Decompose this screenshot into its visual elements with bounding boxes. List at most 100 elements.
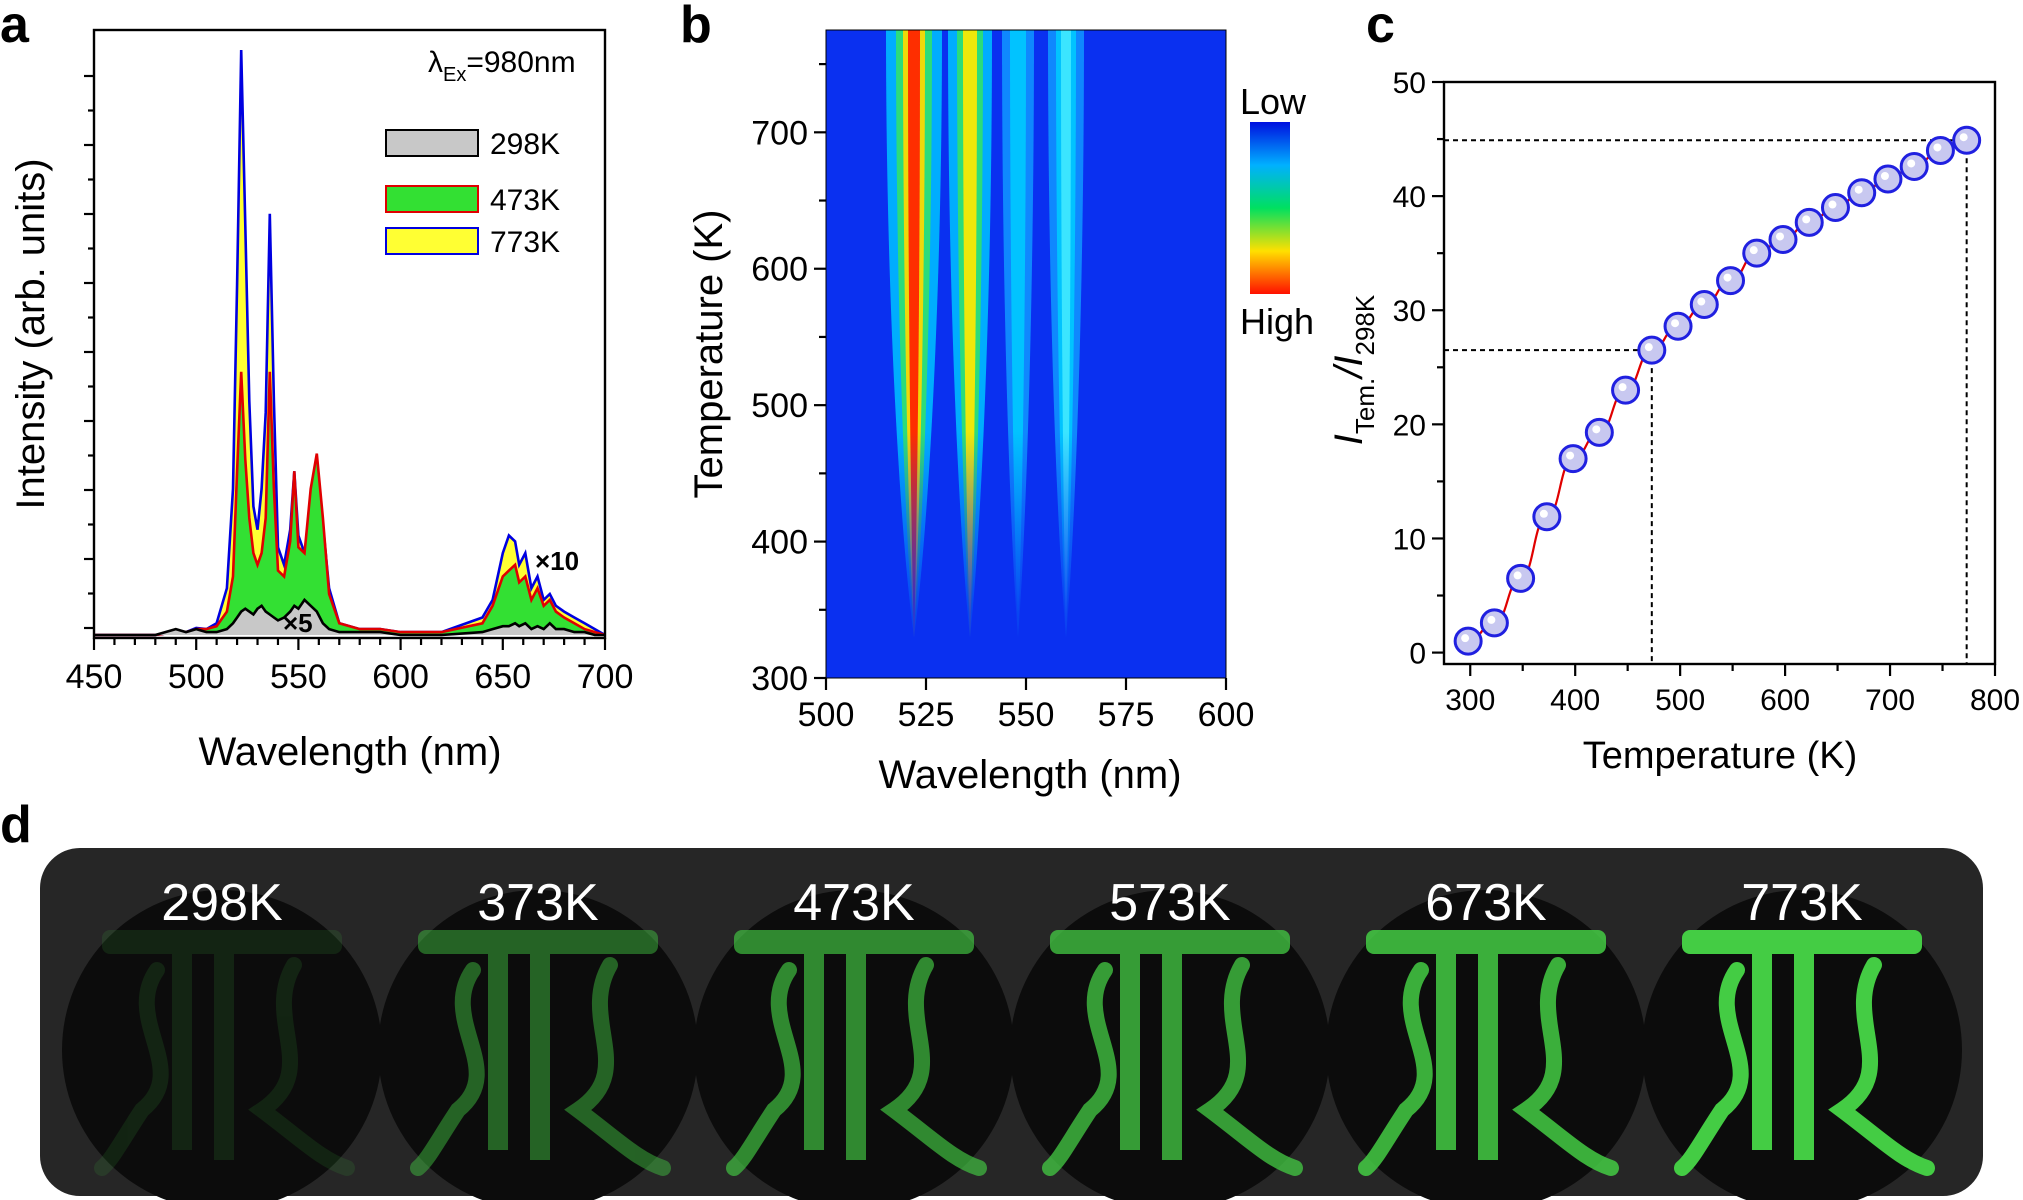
photo-circle [378, 890, 698, 1200]
panel-c-ytick-label: 30 [1393, 295, 1426, 328]
panel-a-excitation-annotation: λEx=980nm [428, 46, 576, 86]
symbol-left-stem [172, 950, 192, 1150]
symbol-center-stem [846, 950, 866, 1160]
symbol-center-stem [530, 950, 550, 1160]
symbol-left-curve [94, 962, 169, 1176]
panel-c-frame [1442, 80, 1997, 666]
data-point-highlight [1671, 319, 1680, 328]
panel-b-xlabel: Wavelength (nm) [878, 753, 1181, 797]
panel-c-ytick-label: 0 [1409, 638, 1426, 671]
panel-a-xtick-label: 500 [168, 658, 225, 696]
panel-b-ytick-label: 500 [751, 387, 808, 425]
symbol-center-stem [1794, 950, 1814, 1160]
data-point-highlight [1539, 509, 1548, 518]
glowing-symbol [94, 930, 355, 1176]
symbol-right-curve [1828, 957, 1935, 1176]
panel-b-ylabel: Temperature (K) [687, 210, 731, 499]
panel-b-xtick-label: 525 [898, 696, 955, 734]
data-point-highlight [1907, 159, 1916, 168]
data-point [1584, 417, 1614, 447]
ylabel-slash-I: /I [1327, 356, 1371, 381]
panel-c-xtick-label: 300 [1445, 684, 1495, 717]
heatmap-image [826, 30, 1226, 678]
glowing-symbol [1042, 930, 1303, 1176]
symbol-left-stem [1752, 950, 1772, 1150]
colorbar-high-label: High [1240, 301, 1314, 342]
photo-773K: 773K [1642, 874, 1962, 1200]
panel-a-frame [92, 28, 607, 640]
data-point-highlight [1723, 273, 1732, 282]
panel-c-xtick-label: 400 [1550, 684, 1600, 717]
data-point [1506, 563, 1536, 593]
annotation-lambda: λ [428, 46, 443, 79]
glowing-symbol [726, 930, 987, 1176]
panel-b-heatmap-chart: 500 525 550 575 600 300 400 500 600 700 Wavelengt… [687, 29, 1314, 797]
panel-a-ylabel: Intensity (arb. units) [9, 158, 53, 509]
glowing-symbol [1674, 930, 1935, 1176]
photo-circle [62, 890, 382, 1200]
panel-c-fit-curve [1467, 139, 1967, 643]
panel-b-xtick-label: 600 [1198, 696, 1255, 734]
ylabel-sub-tem: Tem. [1350, 378, 1380, 434]
photo-series: 298K 373K 473K 573K 673K 773K [62, 874, 1962, 1200]
data-point [1820, 193, 1850, 223]
panel-d-letter: d [0, 796, 32, 854]
photo-373K: 373K [378, 874, 698, 1200]
panel-b-ytick-label: 600 [751, 251, 808, 289]
legend-swatch-773K [385, 227, 479, 255]
photo-label: 773K [1741, 874, 1863, 932]
photo-label: 373K [477, 874, 599, 932]
glowing-symbol [1358, 930, 1619, 1176]
panel-c-xlabel: Temperature (K) [1583, 735, 1858, 777]
data-point-highlight [1487, 615, 1496, 624]
ylabel-I: I [1327, 434, 1371, 445]
symbol-right-curve [1196, 957, 1303, 1176]
data-point [1847, 178, 1877, 208]
photo-673K: 673K [1326, 874, 1646, 1200]
legend-swatch-298K [385, 129, 479, 157]
data-point [1899, 151, 1929, 181]
symbol-left-curve [1674, 962, 1749, 1176]
symbol-left-curve [410, 962, 485, 1176]
data-point-highlight [1749, 246, 1758, 255]
series-473K-line [94, 371, 606, 637]
photo-298K: 298K [62, 874, 382, 1200]
symbol-right-curve [880, 957, 987, 1176]
symbol-left-stem [488, 950, 508, 1150]
photo-label: 573K [1109, 874, 1231, 932]
symbol-right-curve [564, 957, 671, 1176]
heatmap-fade-overlay [826, 30, 1226, 678]
data-point [1794, 207, 1824, 237]
data-point [1558, 444, 1588, 474]
data-point [1716, 266, 1746, 296]
symbol-top-bar [418, 930, 658, 954]
data-point-highlight [1802, 215, 1811, 224]
data-point-highlight [1880, 172, 1889, 180]
photo-473K: 473K [694, 874, 1014, 1200]
data-point-highlight [1775, 232, 1784, 241]
glowing-symbol [410, 930, 671, 1176]
panel-b-xtick-label: 550 [998, 696, 1055, 734]
panel-a-xtick-label: 650 [474, 658, 531, 696]
panel-c-ratio-chart: 300 400 500 600 700 800 0 10 20 30 40 50 Temperatur… [1327, 67, 2020, 777]
symbol-left-curve [726, 962, 801, 1176]
legend-label-473K: 473K [490, 184, 560, 217]
legend-label-773K: 773K [490, 226, 560, 259]
panel-a-xtick-label: 450 [66, 658, 123, 696]
panel-c-xtick-label: 800 [1970, 684, 2020, 717]
panel-c-ytick-label: 10 [1393, 523, 1426, 556]
data-point-highlight [1854, 185, 1863, 194]
photo-573K: 573K [1010, 874, 1330, 1200]
symbol-top-bar [1682, 930, 1922, 954]
series-298K-line [94, 597, 605, 637]
panel-c-guide-lines [1444, 139, 1968, 664]
data-point [1768, 224, 1798, 254]
panel-c-xtick-label: 500 [1655, 684, 1705, 717]
data-point-highlight [1566, 451, 1575, 460]
panel-b-ticks: 500 525 550 575 600 300 400 500 600 700 [751, 63, 1255, 734]
data-point [1742, 238, 1772, 268]
annotation-rest: =980nm [466, 46, 575, 79]
panel-a-legend: 298K 473K 773K [385, 128, 560, 259]
symbol-right-curve [1512, 957, 1619, 1176]
data-point [1873, 164, 1903, 194]
